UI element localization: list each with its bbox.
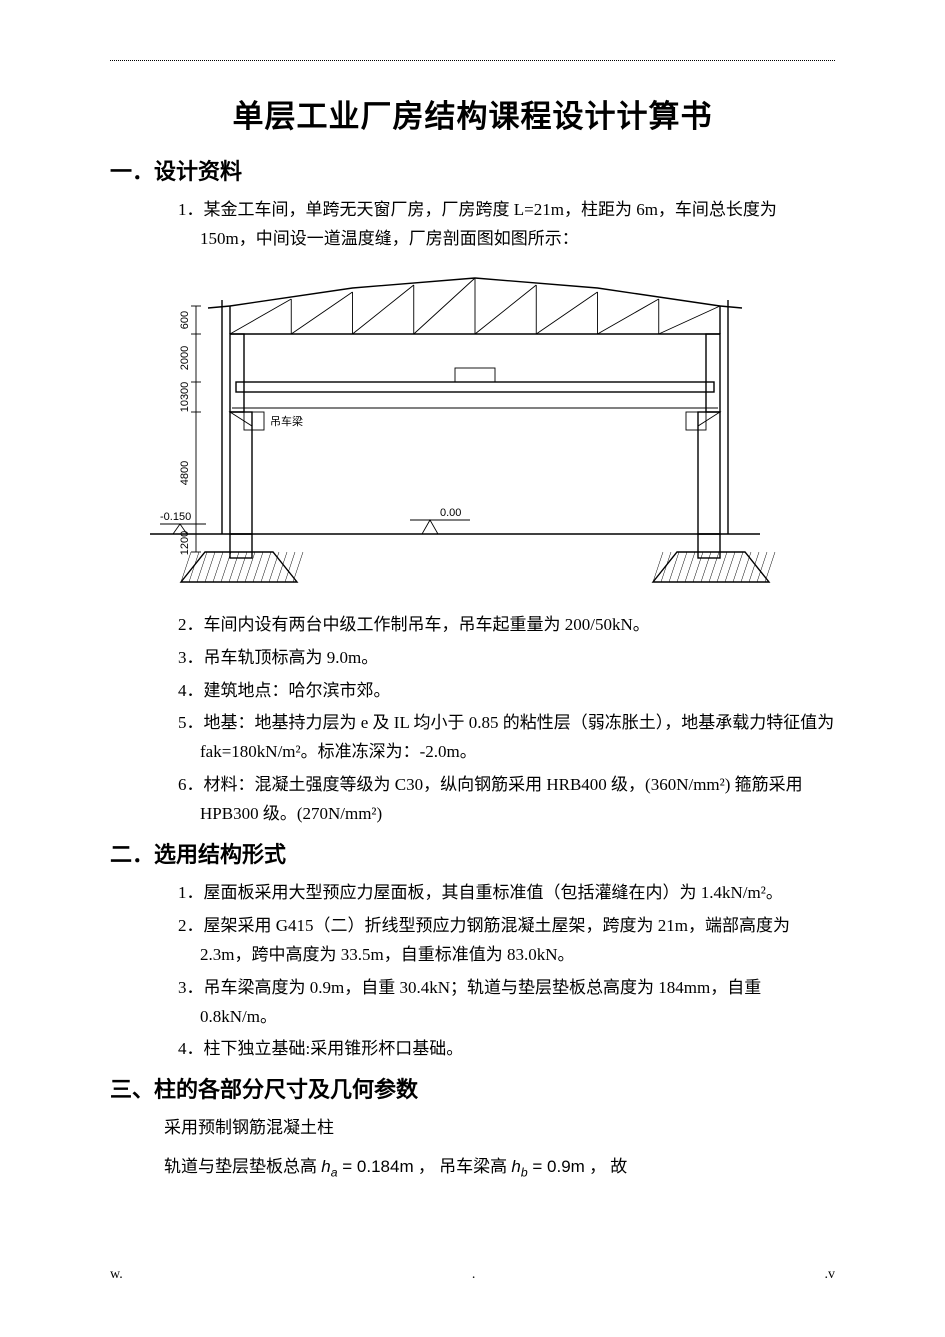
formula-prefix: 轨道与垫层垫板总高 — [164, 1157, 317, 1176]
section-2-item-4: 4．柱下独立基础:采用锥形杯口基础。 — [110, 1035, 835, 1064]
section-2-item-1: 1．屋面板采用大型预应力屋面板，其自重标准值（包括灌缝在内）为 1.4kN/m²… — [110, 879, 835, 908]
section-1-item-3: 3．吊车轨顶标高为 9.0m。 — [110, 644, 835, 673]
top-rule — [110, 60, 835, 61]
section-2-item-2: 2．屋架采用 G415（二）折线型预应力钢筋混凝土屋架，跨度为 21m，端部高度… — [110, 912, 835, 970]
section-3-heading: 三、柱的各部分尺寸及几何参数 — [110, 1072, 835, 1104]
footer-left: w. — [110, 1267, 123, 1283]
svg-text:600: 600 — [179, 311, 191, 329]
section-2-item-3: 3．吊车梁高度为 0.9m，自重 30.4kN；轨道与垫层垫板总高度为 184m… — [110, 974, 835, 1032]
formula-suffix: ， 故 — [589, 1157, 627, 1176]
footer-right: .v — [824, 1267, 835, 1283]
hb-val: = 0.9m — [528, 1157, 585, 1176]
footer-center: . — [472, 1267, 476, 1283]
section-3-line-1: 采用预制钢筋混凝土柱 — [110, 1114, 835, 1143]
svg-text:2000: 2000 — [179, 346, 191, 370]
ha-var: h — [321, 1157, 330, 1176]
ha-sub: a — [331, 1166, 338, 1180]
hb-sub: b — [521, 1166, 528, 1180]
section-1-item-2: 2．车间内设有两台中级工作制吊车，吊车起重量为 200/50kN。 — [110, 611, 835, 640]
svg-text:4800: 4800 — [179, 461, 191, 485]
section-1-item-4: 4．建筑地点：哈尔滨市郊。 — [110, 677, 835, 706]
hb-var: h — [511, 1157, 520, 1176]
section-1-heading: 一．设计资料 — [110, 154, 835, 186]
svg-text:10300: 10300 — [179, 381, 191, 412]
section-1-item-6: 6．材料：混凝土强度等级为 C30，纵向钢筋采用 HRB400 级，(360N/… — [110, 771, 835, 829]
page-footer: w. . .v — [110, 1267, 835, 1283]
svg-text:1200: 1200 — [179, 531, 191, 555]
section-2-heading: 二．选用结构形式 — [110, 837, 835, 869]
section-1-item-5: 5．地基：地基持力层为 e 及 IL 均小于 0.85 的粘性层（弱冻胀土），地… — [110, 709, 835, 767]
formula-mid: ， 吊车梁高 — [418, 1157, 507, 1176]
svg-text:-0.150: -0.150 — [160, 511, 191, 523]
section-1-item-1: 1．某金工车间，单跨无天窗厂房，厂房跨度 L=21m，柱距为 6m，车间总长度为… — [110, 196, 835, 254]
cross-section-diagram: 0.00 -0.150 吊车梁 600 2000 10300 4800 1200 — [110, 262, 835, 597]
svg-text:0.00: 0.00 — [440, 507, 461, 519]
diagram-svg: 0.00 -0.150 吊车梁 600 2000 10300 4800 1200 — [110, 262, 780, 592]
svg-text:吊车梁: 吊车梁 — [270, 414, 303, 428]
section-3-formula: 轨道与垫层垫板总高 ha = 0.184m ， 吊车梁高 hb = 0.9m ，… — [110, 1151, 835, 1185]
page-title: 单层工业厂房结构课程设计计算书 — [110, 91, 835, 136]
ha-val: = 0.184m — [338, 1157, 414, 1176]
page: 单层工业厂房结构课程设计计算书 一．设计资料 1．某金工车间，单跨无天窗厂房，厂… — [0, 0, 945, 1337]
